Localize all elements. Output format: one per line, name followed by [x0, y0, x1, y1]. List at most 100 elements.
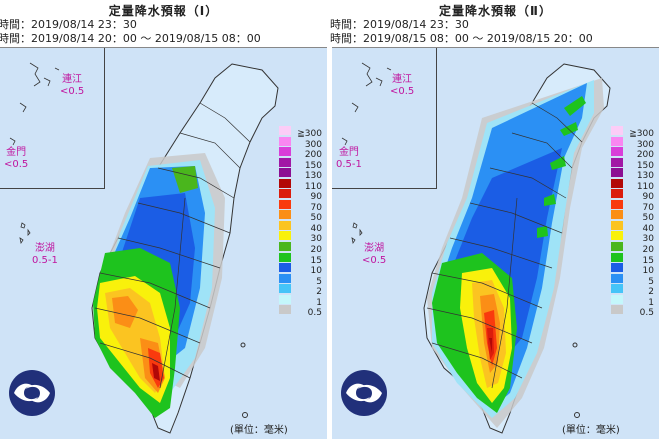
legend-swatch: [611, 126, 623, 135]
legend-row: 70: [279, 199, 327, 213]
legend-label: 10: [642, 266, 654, 277]
legend-swatch: [279, 147, 291, 157]
legend-label: ≧300: [629, 129, 654, 139]
valid-time: 時間：2019/08/15 08：00 ～ 2019/08/15 20：00: [330, 32, 593, 45]
legend-label: 30: [310, 234, 322, 245]
legend-swatch: [611, 220, 623, 230]
legend-swatch: [279, 242, 291, 252]
legend-label: 110: [636, 181, 654, 192]
legend-label: 200: [636, 150, 654, 161]
legend-row: ≧300: [279, 125, 327, 139]
taiwan-rainfall-map: [9, 62, 279, 434]
legend-swatch: [611, 231, 623, 241]
legend-swatch: [279, 199, 291, 209]
rainfall-legend: ≧300 300 200 150 130 110 90 70 50 40 30 …: [611, 125, 659, 319]
penghu-label: 澎湖 0.5-1: [32, 243, 58, 266]
legend-row: 2: [611, 283, 659, 298]
legend-label: 40: [642, 223, 654, 234]
legend-label: 40: [310, 223, 322, 234]
legend-row: 15: [611, 252, 659, 266]
legend-row: 15: [279, 252, 327, 266]
legend-label: 130: [304, 171, 322, 182]
legend-row: 30: [611, 230, 659, 244]
legend-row: 130: [611, 167, 659, 181]
legend-swatch: [611, 178, 623, 188]
legend-row: 10: [611, 262, 659, 277]
legend-label: ≧300: [297, 129, 322, 139]
legend-label: 20: [642, 245, 654, 256]
legend-label: 70: [310, 202, 322, 213]
issue-time: 時間：2019/08/14 23：30: [330, 18, 469, 31]
legend-label: 90: [310, 192, 322, 203]
panel-title: 定量降水預報（Ⅰ）: [108, 4, 219, 18]
legend-row: 110: [279, 178, 327, 192]
legend-label: 20: [310, 245, 322, 256]
legend-row: 1: [611, 294, 659, 308]
rainfall-map: 連江 <0.5 金門 0.5-1 澎湖 <0.5: [332, 47, 659, 439]
legend-row: 130: [279, 167, 327, 182]
legend-row: 50: [611, 209, 659, 224]
legend-label: 1: [648, 297, 654, 308]
taiwan-rainfall-map: [341, 62, 611, 434]
legend-label: 1: [316, 297, 322, 308]
cwb-logo: [340, 369, 388, 417]
legend-label: 0.5: [639, 308, 654, 319]
legend-swatch: [611, 157, 623, 167]
county-boundaries: [94, 102, 251, 389]
legend-row: 0.5: [279, 304, 327, 318]
legend-row: 300: [279, 136, 327, 150]
legend-label: 2: [316, 287, 322, 298]
legend-row: 70: [611, 199, 659, 213]
legend-swatch: [611, 147, 623, 157]
legend-label: 50: [642, 213, 654, 224]
legend-label: 200: [304, 150, 322, 161]
lienchiang-label: 連江 <0.5: [390, 74, 415, 97]
legend-row: 110: [611, 178, 659, 192]
legend-swatch: [279, 305, 291, 315]
unit-label: (單位：毫米): [562, 425, 620, 436]
legend-row: 90: [611, 188, 659, 202]
legend-swatch: [279, 210, 291, 220]
legend-swatch: [611, 242, 623, 252]
legend-swatch: [279, 136, 291, 146]
legend-row: 200: [611, 146, 659, 161]
island-inset: [0, 48, 105, 189]
legend-label: 15: [310, 255, 322, 266]
legend-row: 20: [279, 241, 327, 256]
lienchiang-label: 連江 <0.5: [60, 74, 85, 97]
legend-label: 50: [310, 213, 322, 224]
cwb-logo: [8, 369, 56, 417]
legend-swatch: [611, 252, 623, 262]
legend-label: 150: [304, 160, 322, 171]
legend-row: 300: [611, 136, 659, 150]
legend-swatch: [611, 168, 623, 178]
legend-swatch: [279, 284, 291, 294]
rainfall-map: 連江 <0.5 金門 <0.5 澎湖 0.5-1: [0, 47, 327, 439]
legend-row: 150: [611, 157, 659, 171]
legend-label: 70: [642, 202, 654, 213]
legend-row: 200: [279, 146, 327, 161]
legend-row: 40: [279, 220, 327, 234]
legend-row: 0.5: [611, 304, 659, 319]
legend-swatch: [279, 273, 291, 283]
legend-swatch: [279, 126, 291, 135]
legend-swatch: [279, 294, 291, 304]
legend-swatch: [611, 136, 623, 146]
legend-row: 90: [279, 188, 327, 203]
rainfall-legend: ≧300 300 200 150 130 110 90 70 50 40 30 …: [279, 125, 327, 318]
legend-swatch: [611, 263, 623, 273]
legend-label: 5: [648, 276, 654, 287]
penghu-label: 澎湖 <0.5: [362, 243, 387, 266]
legend-row: 5: [611, 273, 659, 287]
legend-swatch: [611, 294, 623, 304]
legend-label: 150: [636, 160, 654, 171]
forecast-panel-2: 定量降水預報（Ⅱ） 時間：2019/08/14 23：30 時間：2019/08…: [330, 0, 659, 440]
legend-row: 50: [279, 209, 327, 224]
kinmen-label: 金門 <0.5: [4, 147, 29, 170]
legend-label: 10: [310, 266, 322, 277]
legend-row: 10: [279, 262, 327, 277]
legend-swatch: [611, 199, 623, 209]
legend-swatch: [611, 210, 623, 220]
legend-label: 2: [648, 287, 654, 298]
island-inset: [332, 48, 437, 189]
